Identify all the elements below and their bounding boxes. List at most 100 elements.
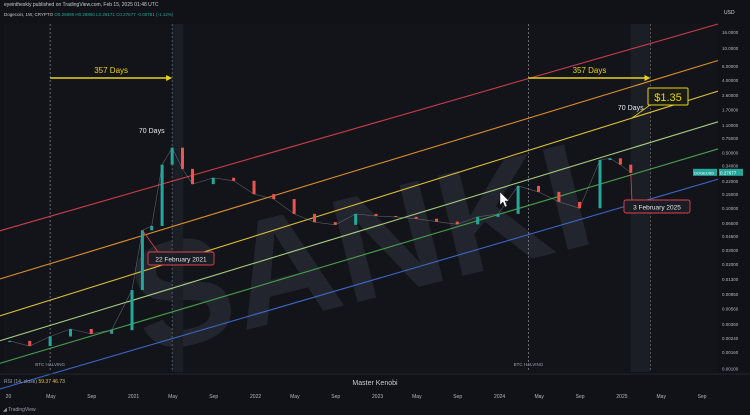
peak-label-right: 70 Days (618, 105, 644, 112)
days-arrow-left-label: 357 Days (94, 66, 128, 75)
date-left-label: 22 February 2021 (155, 257, 207, 264)
price-candle (394, 215, 398, 217)
x-tick-label: May (168, 394, 178, 400)
price-candle (48, 336, 52, 347)
price-candle (252, 180, 256, 195)
price-candle (140, 230, 144, 291)
days-arrow-right-label: 357 Days (573, 66, 607, 75)
y-tick-label: 0.22000 (722, 179, 739, 184)
price-candle (28, 340, 32, 347)
rsi-label: RSI (14, close) (4, 379, 38, 385)
date-right-label: 3 February 2025 (633, 205, 681, 212)
x-tick-label: Sep (698, 394, 707, 400)
y-tick-label: 0.01300 (722, 277, 739, 282)
price-candle (476, 216, 480, 225)
channel-line-red (0, 23, 719, 232)
price-candle (272, 194, 276, 200)
y-tick-label: 1.70000 (722, 108, 739, 113)
price-candle (536, 185, 540, 192)
y-tick-label: 4.00000 (722, 78, 739, 83)
price-candle (608, 158, 612, 161)
price-candle (455, 221, 459, 225)
y-tick-label: 0.10000 (722, 206, 739, 211)
price-candle (89, 328, 93, 334)
rsi-value-2: 46.73 (52, 379, 65, 385)
author-name: Master Kenobi (352, 380, 398, 387)
x-tick-label: Sep (576, 394, 585, 400)
publish-info: eyeintheskiy published on TradingView.co… (4, 2, 159, 8)
date-right-box (623, 199, 691, 214)
x-tick-label: May (46, 394, 56, 400)
price-candle (618, 158, 622, 165)
price-tag-bg (693, 168, 717, 176)
target-box (647, 87, 689, 106)
price-candle (354, 213, 358, 225)
price-tag-label: DOGEUSD (694, 170, 714, 175)
y-tick-label: 0.02000 (722, 262, 739, 267)
y-tick-label: 0.00100 (722, 366, 739, 371)
price-candle (110, 330, 114, 334)
cursor-icon (499, 191, 510, 208)
y-tick-label: 0.00560 (722, 306, 739, 311)
y-tick-label: 0.00240 (722, 336, 739, 341)
y-tick-label: 0.04500 (722, 234, 739, 239)
y-tick-label: 0.50000 (722, 150, 739, 155)
price-candle (374, 213, 378, 216)
channel-line-lightgreen (0, 121, 719, 342)
price-candle (333, 222, 337, 225)
price-tag-value-bg (719, 168, 743, 176)
price-candle (414, 216, 418, 219)
zone-shade-left (172, 24, 184, 372)
price-candle (69, 328, 73, 337)
target-pointer (631, 104, 651, 119)
symbol-info: Dogecoin, 1W, CRYPTO O0.26896 H0.28850 L… (4, 12, 173, 17)
channel-line-orange (0, 59, 719, 280)
x-tick-label: May (290, 394, 300, 400)
halving-label-right: BTC HALVING (514, 362, 544, 367)
date-left-pointer (142, 230, 159, 253)
channel-line-green (0, 148, 719, 364)
x-tick-label: Sep (87, 394, 96, 400)
price-candle (629, 164, 633, 173)
price-tag-value: 0.27677 (720, 170, 737, 175)
zone-shade-right (630, 24, 651, 372)
y-tick-label: 0.34000 (722, 164, 739, 169)
halving-label-left: BTC HALVING (35, 362, 65, 367)
tradingview-brand[interactable]: ◢ TradingView (3, 407, 36, 413)
price-candle (211, 177, 215, 185)
price-line (9, 147, 631, 347)
price-candle (130, 290, 134, 331)
price-candle (181, 147, 184, 169)
price-candle (8, 340, 12, 342)
x-tick-label: 2024 (494, 394, 505, 400)
x-tick-label: May (657, 394, 667, 400)
y-tick-label: 10.0000 (722, 46, 739, 51)
x-tick-label: 2023 (372, 394, 383, 400)
y-tick-label: 6.00000 (722, 64, 739, 69)
y-tick-label: 0.03000 (722, 248, 739, 253)
y-tick-label: 0.00360 (722, 322, 739, 327)
x-tick-label: May (412, 394, 422, 400)
y-tick-label: 16.0000 (722, 30, 739, 35)
price-candle (557, 191, 561, 202)
y-tick-label: 0.00850 (722, 292, 739, 297)
x-tick-label: 2025 (616, 394, 627, 400)
symbol-name: Dogecoin, 1W, CRYPTO (4, 12, 54, 17)
x-tick-label: Sep (209, 394, 218, 400)
ohlc-values: O0.26896 H0.28850 L0.26171 C0.27677 -0.0… (54, 12, 174, 17)
tradingview-logo-icon: ◢ (3, 407, 9, 413)
price-candle (435, 218, 439, 222)
days-arrow-right-head (644, 75, 651, 81)
y-tick-label: 0.06500 (722, 221, 739, 226)
price-candle (170, 147, 174, 165)
days-arrow-left-head (166, 75, 173, 81)
date-left-box (147, 251, 215, 266)
price-candle (150, 225, 154, 231)
x-tick-label: 2021 (128, 394, 139, 400)
y-tick-label: 1.10000 (722, 123, 739, 128)
price-candle (516, 185, 520, 214)
peak-label-left: 70 Days (139, 128, 165, 135)
price-candle (496, 213, 500, 217)
